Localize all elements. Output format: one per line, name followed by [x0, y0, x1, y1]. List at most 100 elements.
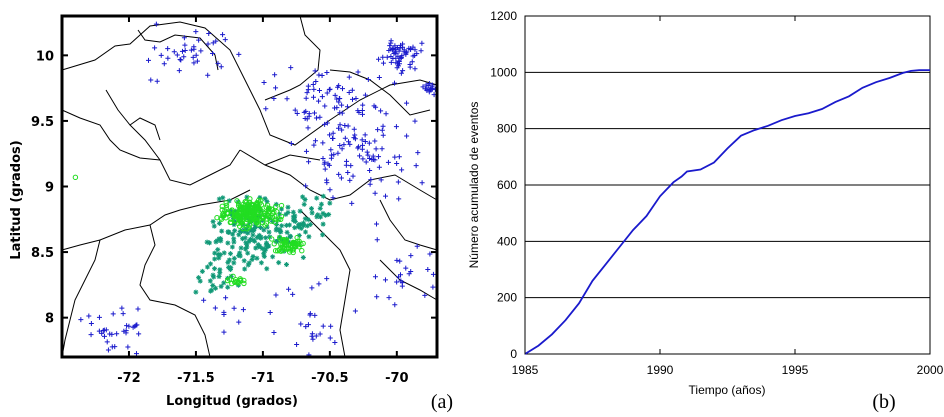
event-plus-marker	[364, 149, 370, 155]
event-star-marker	[245, 230, 251, 236]
event-star-marker	[264, 224, 270, 230]
event-plus-marker	[100, 327, 106, 333]
event-plus-marker	[312, 312, 318, 318]
event-star-marker	[247, 236, 253, 242]
event-plus-marker	[380, 54, 386, 60]
event-plus-marker	[388, 40, 394, 46]
event-plus-marker	[324, 276, 330, 282]
event-plus-marker	[393, 124, 399, 130]
event-star-marker	[221, 250, 227, 256]
event-star-marker	[225, 229, 231, 235]
event-plus-marker	[376, 154, 382, 160]
event-plus-marker	[306, 159, 312, 165]
event-circle-marker	[251, 209, 258, 215]
event-circle-marker	[241, 280, 247, 287]
event-plus-marker	[419, 180, 425, 186]
event-plus-marker	[392, 302, 398, 308]
event-star-marker	[297, 208, 303, 214]
event-circle-marker	[237, 276, 243, 282]
event-plus-marker	[286, 286, 292, 292]
event-star-marker	[217, 252, 223, 258]
event-plus-marker	[133, 351, 139, 357]
event-star-marker	[211, 223, 217, 229]
event-plus-marker	[352, 132, 358, 138]
event-star-marker	[232, 228, 238, 234]
event-plus-marker	[379, 146, 385, 152]
event-star-marker	[266, 243, 272, 249]
event-plus-marker	[357, 153, 363, 159]
event-star-marker	[226, 257, 232, 263]
event-plus-marker	[380, 132, 386, 138]
event-plus-marker	[346, 74, 352, 80]
cum-xlabel: Tiempo (años)	[689, 383, 766, 397]
event-plus-marker	[429, 86, 435, 92]
event-circle-marker	[271, 241, 277, 247]
event-circle-marker	[247, 196, 253, 202]
event-plus-marker	[176, 68, 182, 74]
event-plus-marker	[311, 86, 317, 92]
event-circle-marker	[300, 240, 306, 247]
event-plus-marker	[310, 336, 316, 342]
event-plus-marker	[181, 35, 187, 41]
event-plus-marker	[348, 163, 354, 169]
event-plus-marker	[171, 49, 177, 55]
event-plus-marker	[213, 38, 219, 44]
event-star-marker	[255, 242, 261, 248]
event-plus-marker	[409, 59, 415, 65]
event-plus-marker	[410, 44, 416, 50]
event-star-marker	[254, 255, 260, 261]
event-plus-marker	[380, 60, 386, 66]
event-star-marker	[283, 211, 289, 217]
event-plus-marker	[401, 49, 407, 55]
event-star-marker	[278, 206, 284, 212]
event-plus-marker	[399, 167, 405, 173]
event-circle-marker	[246, 222, 253, 228]
event-plus-marker	[337, 122, 343, 128]
event-plus-marker	[339, 146, 345, 152]
cumulative-panel: 0 200 400 600 800 1000 1200 1985 1990 1995 2000 Ti…	[467, 9, 944, 413]
cum-xtick-label: 1990	[647, 363, 674, 377]
event-plus-marker	[349, 87, 355, 93]
event-plus-marker	[136, 331, 142, 337]
event-plus-marker	[212, 305, 218, 311]
event-plus-marker	[396, 154, 402, 160]
event-star-marker	[285, 204, 291, 210]
event-plus-marker	[393, 46, 399, 52]
event-star-marker	[243, 240, 249, 246]
event-plus-marker	[392, 80, 398, 86]
event-plus-marker	[360, 156, 366, 162]
map-panel: -72 -71.5 -71 -70.5 -70 8 8.5 9 9.5 10 Longitud (…	[9, 14, 453, 413]
event-star-marker	[219, 228, 225, 234]
event-plus-marker	[342, 122, 348, 128]
event-circle-marker	[290, 249, 296, 256]
event-star-marker	[301, 201, 307, 207]
event-plus-marker	[193, 52, 199, 58]
event-star-marker	[315, 212, 321, 218]
event-star-marker	[320, 210, 326, 216]
event-plus-marker	[324, 180, 330, 186]
event-circle-marker	[274, 208, 280, 215]
map-panel-label: (a)	[431, 391, 453, 413]
event-star-marker	[244, 194, 250, 200]
event-plus-marker	[419, 40, 425, 46]
event-circle-marker	[214, 214, 220, 221]
event-star-marker	[251, 227, 257, 233]
event-plus-marker	[372, 157, 378, 163]
event-star-marker	[218, 283, 224, 289]
event-plus-marker	[346, 139, 352, 145]
event-plus-marker	[413, 163, 419, 169]
event-plus-marker	[334, 105, 340, 111]
event-circle-marker	[221, 212, 228, 218]
event-plus-marker	[309, 285, 315, 291]
event-plus-marker	[271, 95, 277, 101]
event-star-marker	[277, 227, 283, 233]
event-plus-marker	[218, 64, 224, 70]
event-star-marker	[204, 264, 210, 270]
event-circle-marker	[229, 207, 235, 213]
event-circle-marker	[265, 206, 272, 213]
event-star-marker	[199, 268, 205, 274]
event-star-marker	[240, 236, 246, 242]
event-star-marker	[217, 270, 223, 276]
event-plus-marker	[205, 72, 211, 78]
event-circle-marker	[239, 220, 245, 226]
